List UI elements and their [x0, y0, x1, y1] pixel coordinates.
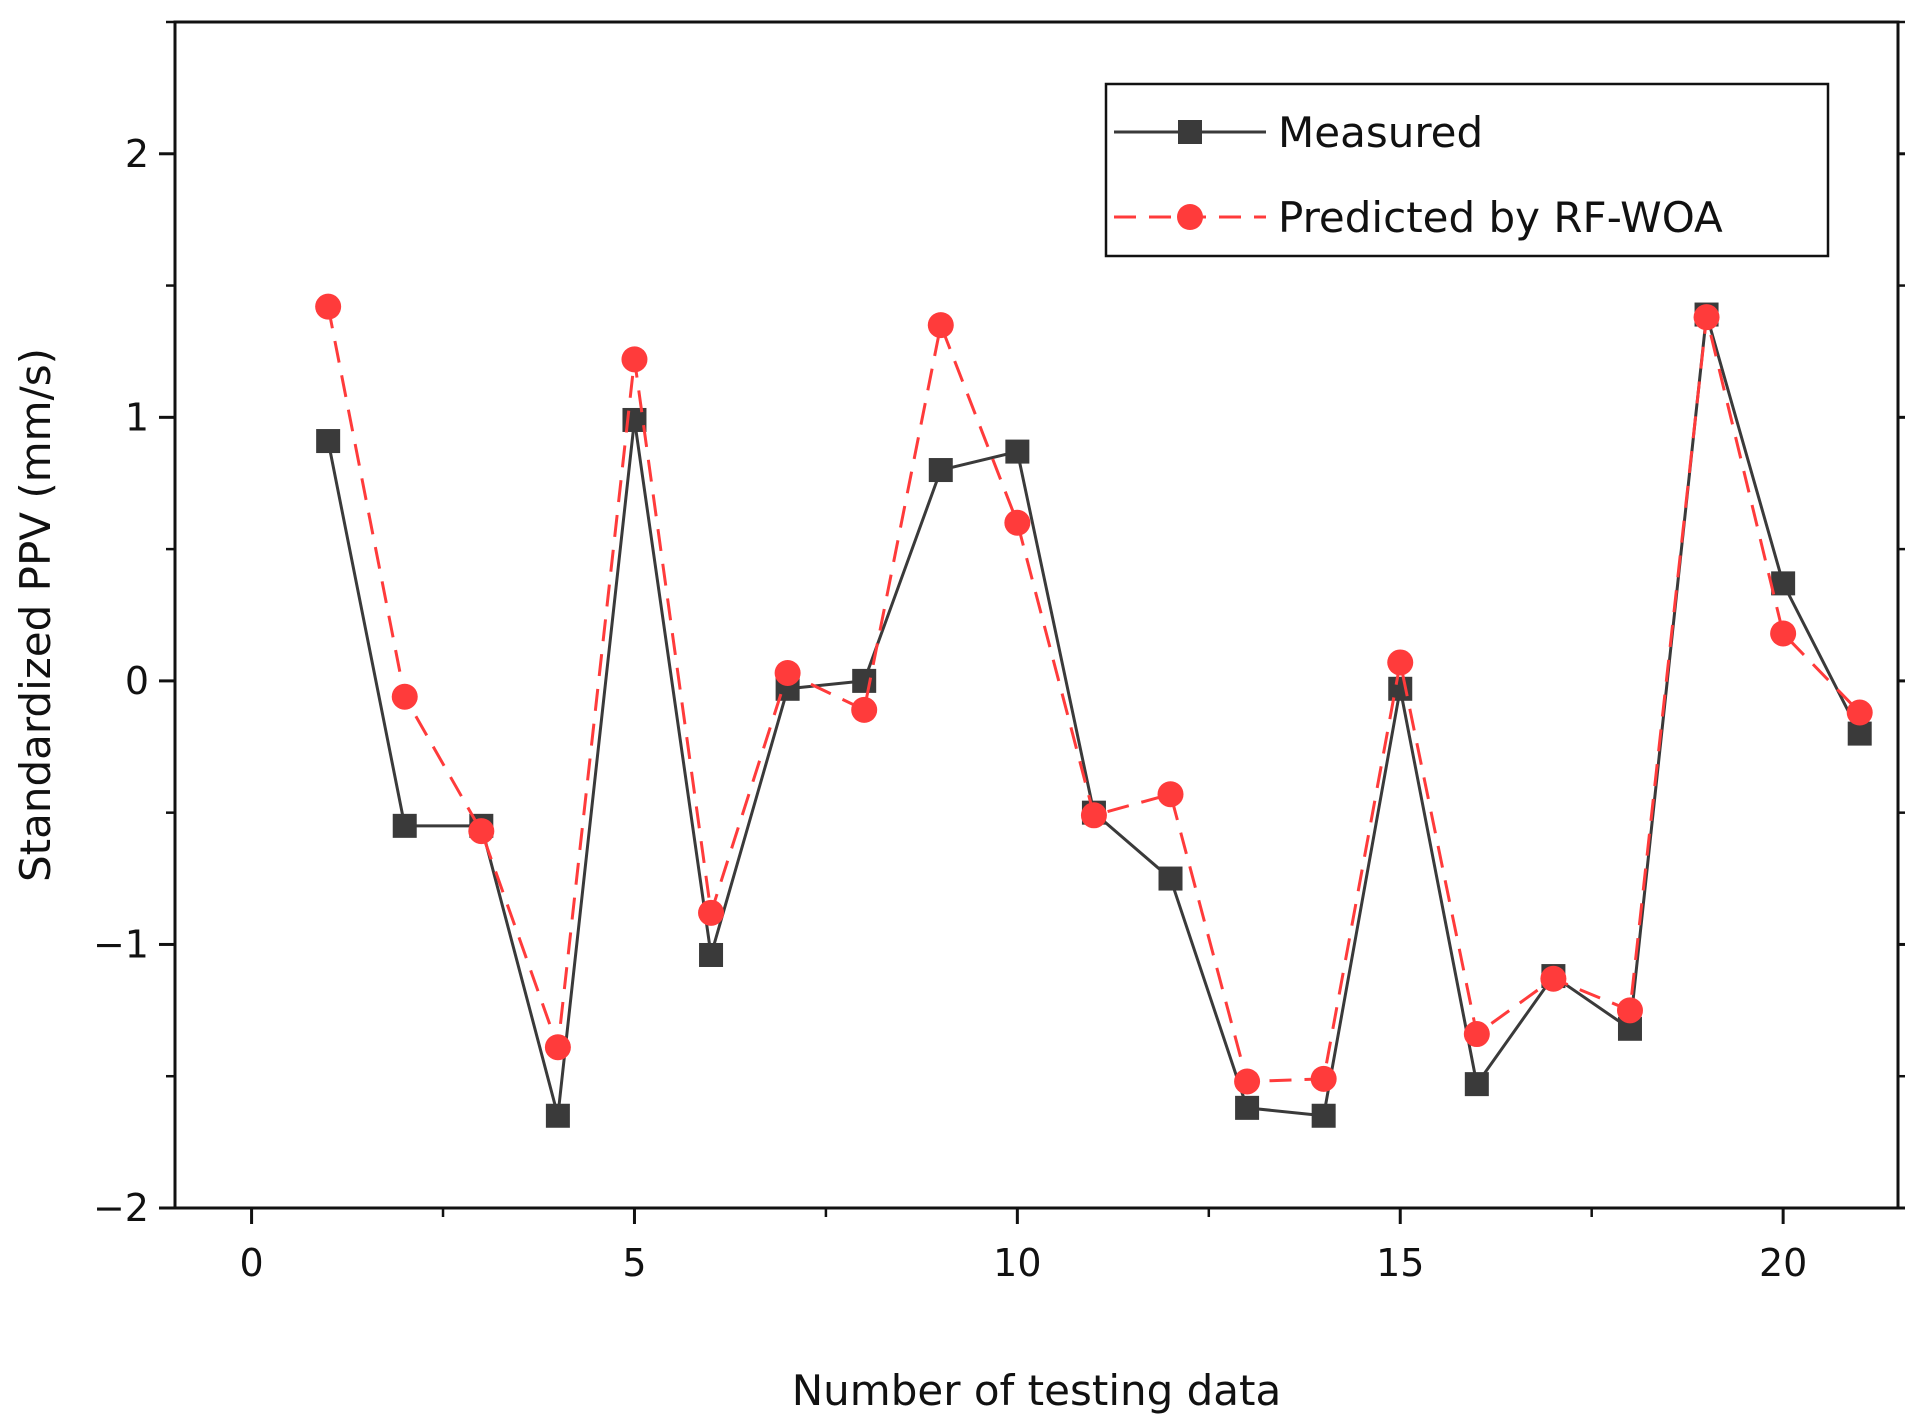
legend-label: Measured [1278, 108, 1483, 157]
data-point-square [316, 429, 341, 454]
legend-marker-circle [1177, 204, 1203, 230]
data-point-circle [851, 696, 878, 723]
series-line [326, 313, 1862, 1118]
data-point-square [1771, 571, 1796, 596]
data-point-square [1158, 866, 1183, 891]
data-point-circle [1387, 649, 1414, 676]
data-point-circle [544, 1034, 571, 1061]
data-point-square [1847, 721, 1872, 746]
data-point-circle [1770, 620, 1797, 647]
x-tick-label: 5 [622, 1241, 646, 1285]
data-point-circle [621, 346, 648, 373]
data-point-square [392, 813, 417, 838]
x-tick-label: 0 [239, 1241, 263, 1285]
y-axis-title: Standardized PPV (mm/s) [11, 348, 60, 882]
series-predicted [315, 293, 1873, 1095]
data-point-circle [1616, 997, 1643, 1024]
data-point-square [545, 1103, 570, 1128]
y-tick-label: 0 [125, 659, 149, 703]
legend-entry: Measured [1114, 108, 1483, 157]
legend-entry: Predicted by RF-WOA [1114, 193, 1723, 242]
data-point-square [1311, 1103, 1336, 1128]
y-tick-label: −2 [93, 1186, 149, 1230]
legend-label: Predicted by RF-WOA [1278, 193, 1723, 242]
data-point-square [852, 668, 877, 693]
y-tick-label: 1 [125, 395, 149, 439]
x-tick-label: 10 [993, 1241, 1041, 1285]
data-point-square [1464, 1072, 1489, 1097]
series-layer [315, 293, 1873, 1128]
x-tick-label: 15 [1376, 1241, 1424, 1285]
data-point-circle [468, 818, 495, 845]
data-point-circle [1693, 304, 1720, 331]
x-axis-ticks: 0 5 10 15 20 [239, 1208, 1807, 1285]
data-point-circle [774, 659, 801, 686]
data-point-square [928, 458, 953, 483]
legend-box [1104, 82, 1830, 258]
data-point-circle [698, 899, 725, 926]
data-point-circle [1080, 802, 1107, 829]
data-point-square [699, 942, 724, 967]
data-point-square [1235, 1095, 1260, 1120]
data-point-square [1005, 439, 1030, 464]
data-point-circle [1310, 1065, 1337, 1092]
data-point-circle [1463, 1021, 1490, 1048]
y-tick-label: −1 [93, 922, 149, 966]
data-point-square [1388, 676, 1413, 701]
legend: Measured Predicted by RF-WOA [1104, 82, 1830, 258]
data-point-circle [315, 293, 342, 320]
data-point-circle [1234, 1068, 1261, 1095]
y-axis-ticks: −2 −1 0 1 2 [93, 20, 1905, 1230]
data-point-circle [927, 312, 954, 339]
series-line [326, 306, 1861, 1083]
x-tick-label: 20 [1759, 1241, 1807, 1285]
data-point-circle [391, 683, 418, 710]
data-point-circle [1846, 699, 1873, 726]
x-axis-title: Number of testing data [792, 1366, 1281, 1415]
data-point-circle [1540, 965, 1567, 992]
y-tick-label: 2 [125, 132, 149, 176]
data-point-circle [1004, 509, 1031, 536]
data-point-circle [1157, 781, 1184, 808]
legend-marker-square [1178, 120, 1202, 144]
plot-frame [173, 20, 1900, 1210]
